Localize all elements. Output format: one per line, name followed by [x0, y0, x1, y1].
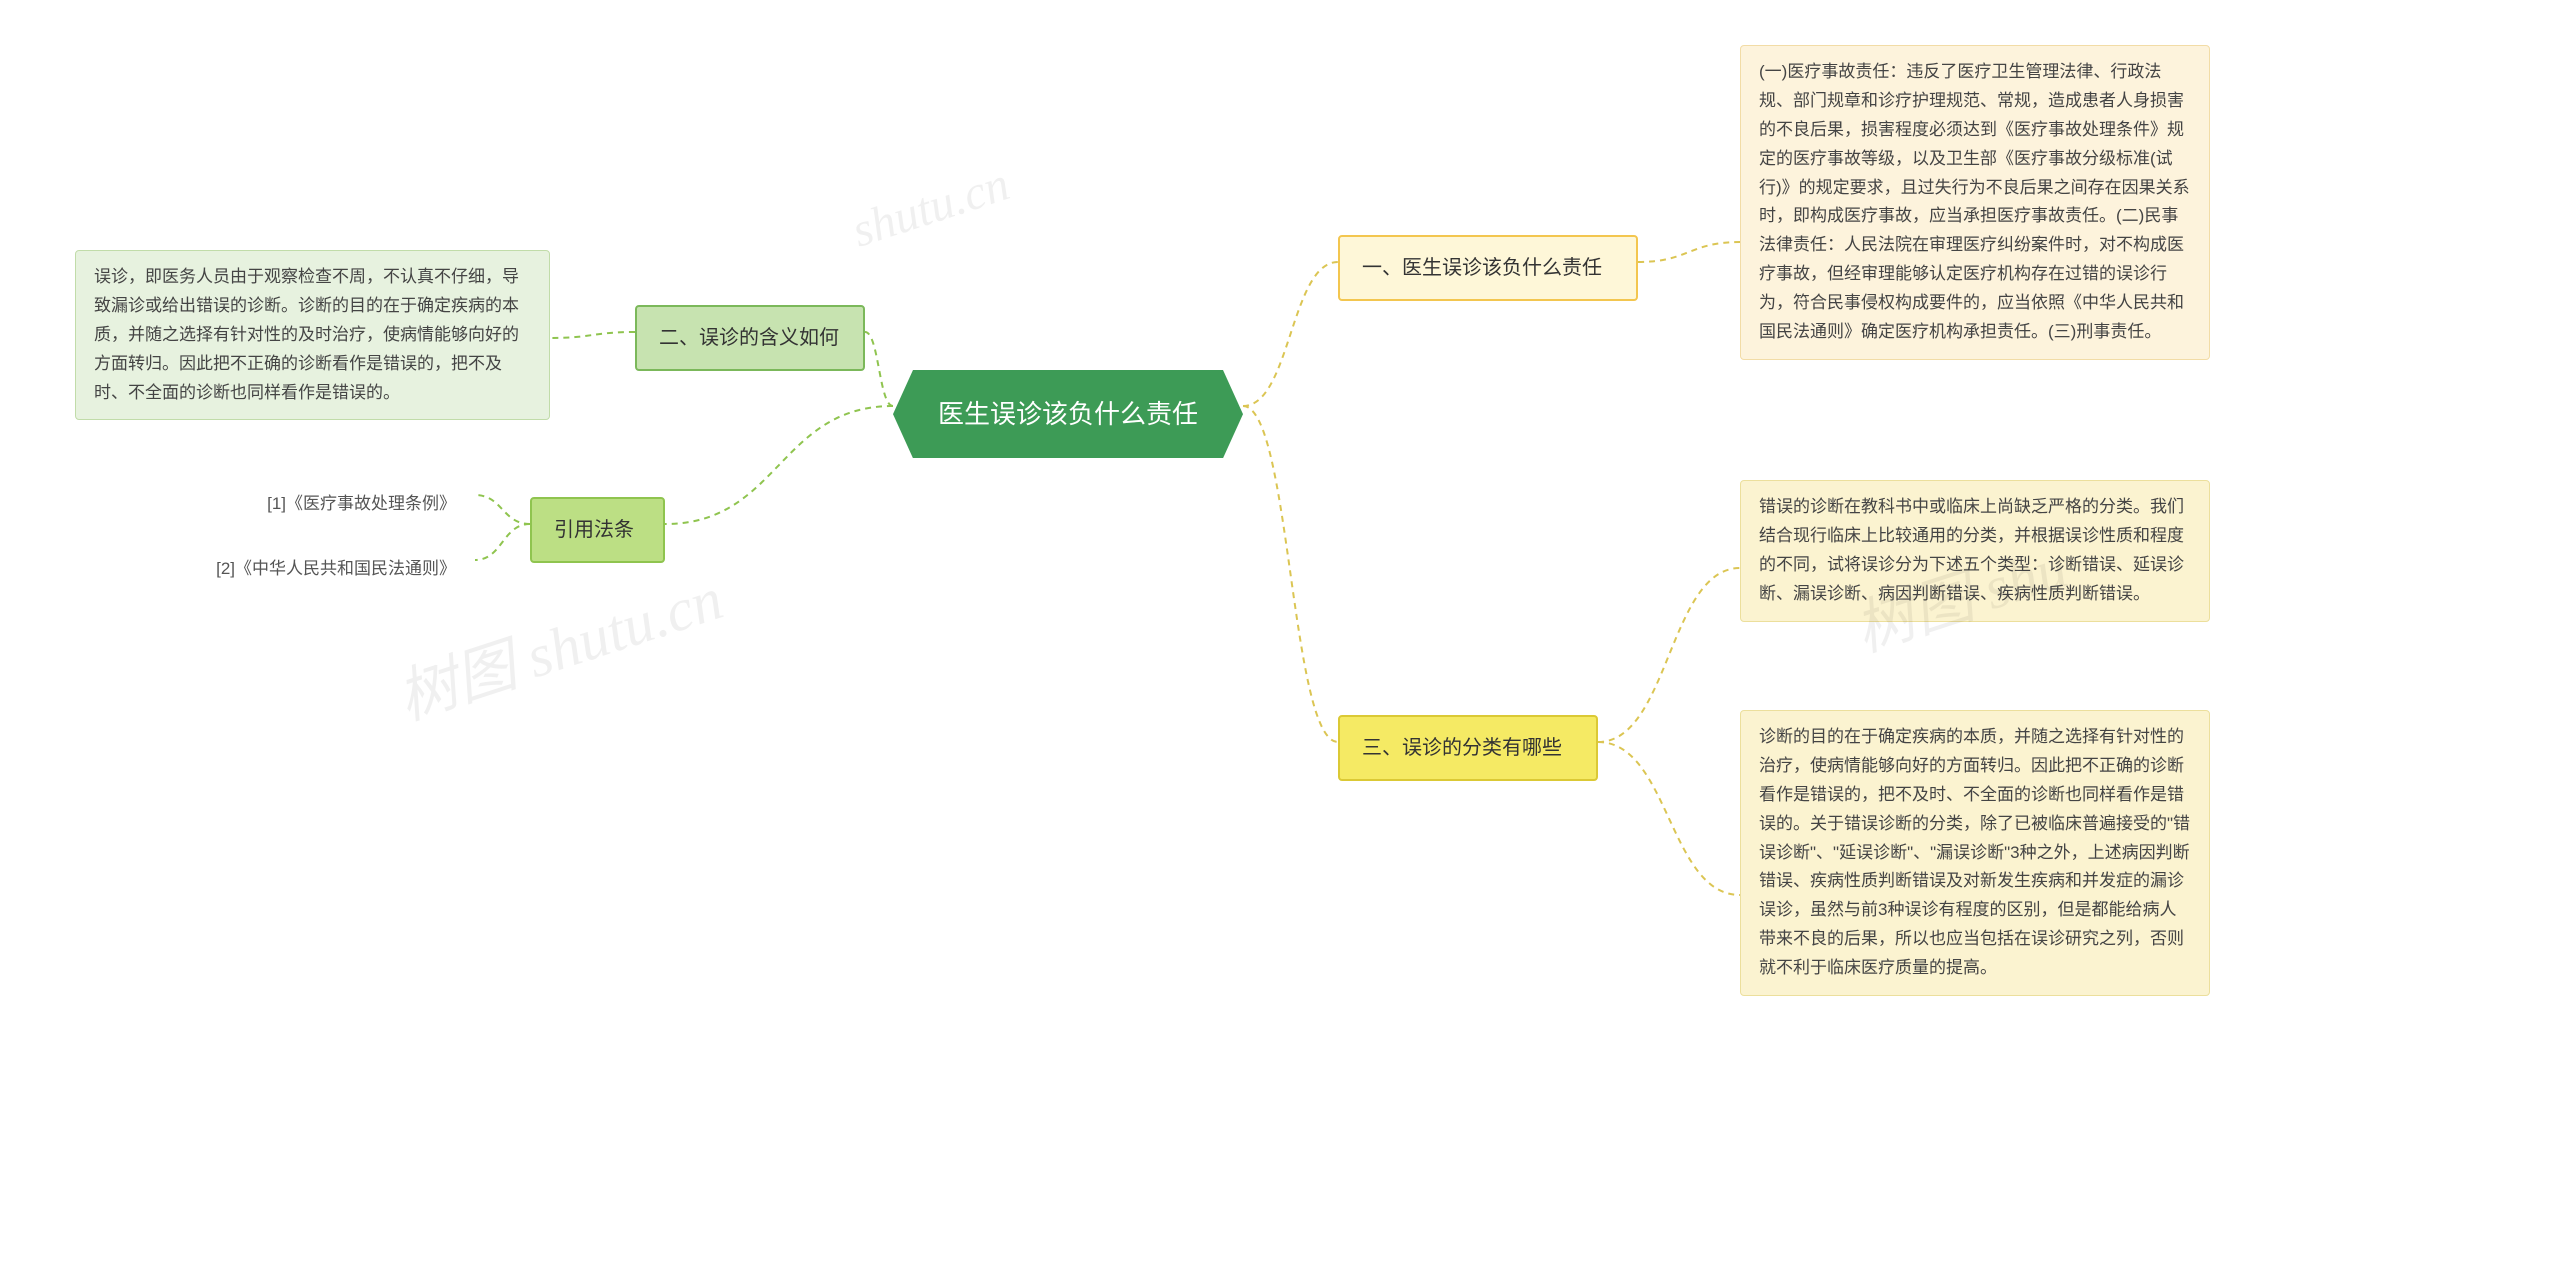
- branch-classification[interactable]: 三、误诊的分类有哪些: [1338, 715, 1598, 781]
- leaf-classification-purpose: 诊断的目的在于确定疾病的本质，并随之选择有针对性的治疗，使病情能够向好的方面转归…: [1740, 710, 2210, 996]
- leaf-responsibility-detail: (一)医疗事故责任：违反了医疗卫生管理法律、行政法规、部门规章和诊疗护理规范、常…: [1740, 45, 2210, 360]
- leaf-meaning-detail: 误诊，即医务人员由于观察检查不周，不认真不仔细，导致漏诊或给出错误的诊断。诊断的…: [75, 250, 550, 420]
- leaf-citation-2: [2]《中华人民共和国民法通则》: [165, 542, 475, 597]
- leaf-citation-1: [1]《医疗事故处理条例》: [225, 477, 475, 532]
- leaf-classification-types: 错误的诊断在教科书中或临床上尚缺乏严格的分类。我们结合现行临床上比较通用的分类，…: [1740, 480, 2210, 622]
- watermark: shutu.cn: [845, 156, 1015, 258]
- root-node[interactable]: 医生误诊该负什么责任: [893, 370, 1243, 458]
- branch-citations[interactable]: 引用法条: [530, 497, 665, 563]
- branch-meaning[interactable]: 二、误诊的含义如何: [635, 305, 865, 371]
- branch-responsibility[interactable]: 一、医生误诊该负什么责任: [1338, 235, 1638, 301]
